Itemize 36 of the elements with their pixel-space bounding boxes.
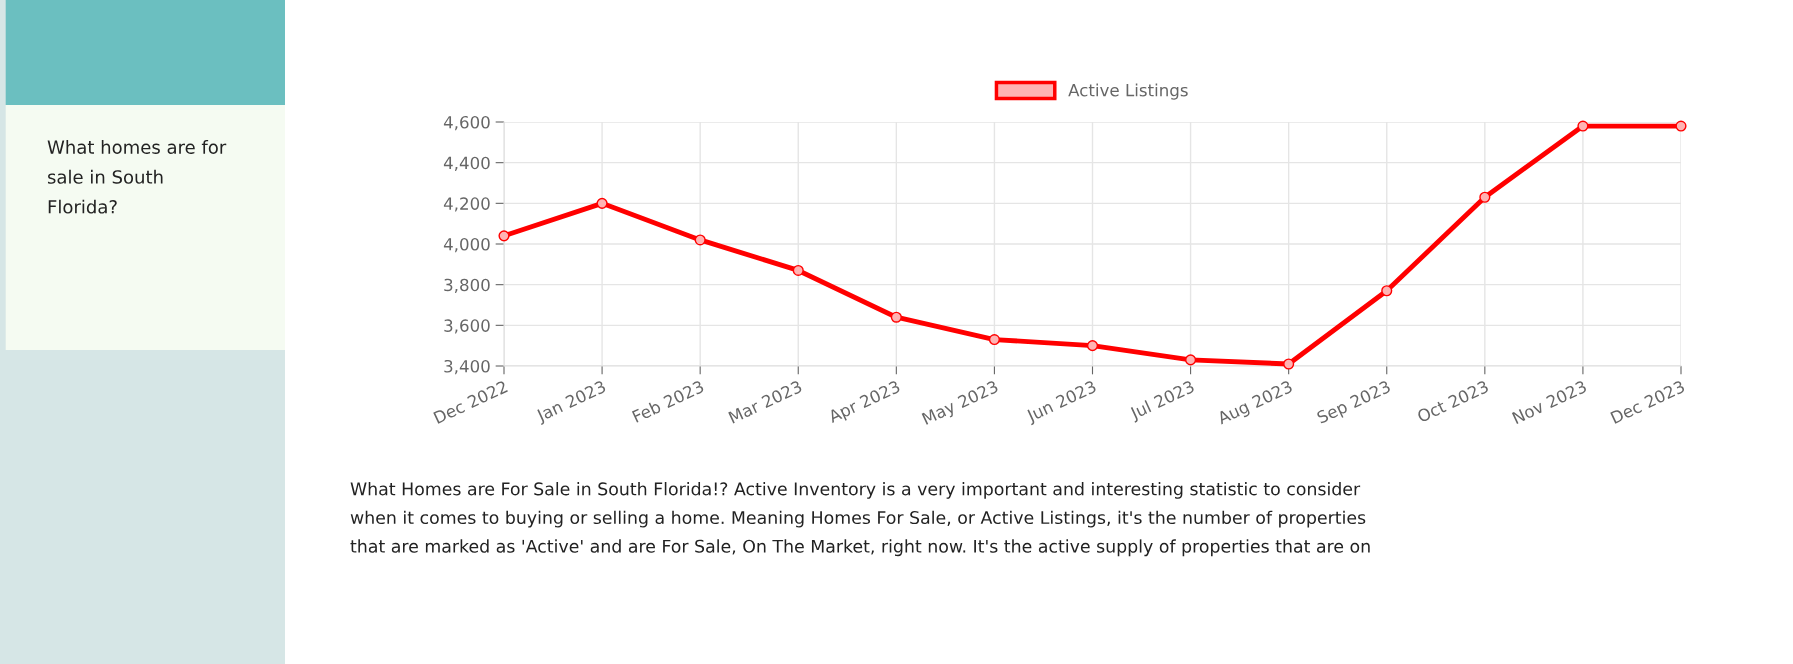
point — [1381, 285, 1393, 297]
y-tick-label: 4,400 — [443, 156, 490, 171]
legend-label: Active Listings — [1068, 83, 1188, 100]
point — [1086, 340, 1099, 352]
x-tick-label: Apr 2023 — [827, 380, 902, 427]
y-tick-label: 4,600 — [443, 115, 490, 131]
x-tick-label: Mar 2023 — [728, 380, 803, 424]
point — [1675, 120, 1687, 132]
point — [1283, 358, 1295, 370]
x-tick-label: Jul 2023 — [1128, 379, 1197, 423]
point — [988, 334, 1000, 346]
point — [694, 234, 706, 246]
point — [1479, 191, 1491, 203]
x-tick-label: Jan 2023 — [534, 380, 608, 426]
y-tick-label: 4,000 — [443, 237, 490, 253]
y-tick-label: 3,400 — [444, 359, 490, 375]
point — [792, 264, 804, 276]
x-tick-label: Aug 2023 — [1216, 380, 1295, 428]
x-tick-label: Dec 2023 — [1610, 380, 1686, 424]
x-tick-label: Sep 2023 — [1316, 380, 1393, 427]
x-tick-label: May 2023 — [921, 380, 1001, 428]
x-tick-label: Nov 2023 — [1511, 380, 1588, 425]
x-tick-label: Dec 2022 — [433, 380, 508, 424]
point — [498, 230, 510, 242]
y-tick-label: 4,200 — [443, 197, 490, 212]
point — [890, 311, 902, 323]
point — [1185, 354, 1197, 366]
y-tick-label: 3,800 — [444, 278, 490, 293]
text: What homes are for sale in South Florida? — [47, 140, 227, 214]
point — [596, 197, 608, 209]
x-tick-label: Jun 2023 — [1025, 380, 1099, 426]
text: What Homes are For Sale in South Florida!? Active Inventory is a very important and interesting statistic to consider when it comes to buying or selling a home. Meaning Homes For Sale, or Active Listings, it's the number of properties that are marked as 'Active' and are For Sale, On The Market, right now. It's the active supply of properties that are on — [350, 482, 1370, 557]
x-tick-label: Feb 2023 — [631, 379, 705, 423]
x-tick-label: Oct 2023 — [1416, 380, 1490, 423]
y-tick-label: 3,600 — [444, 319, 490, 334]
point — [1577, 120, 1589, 132]
